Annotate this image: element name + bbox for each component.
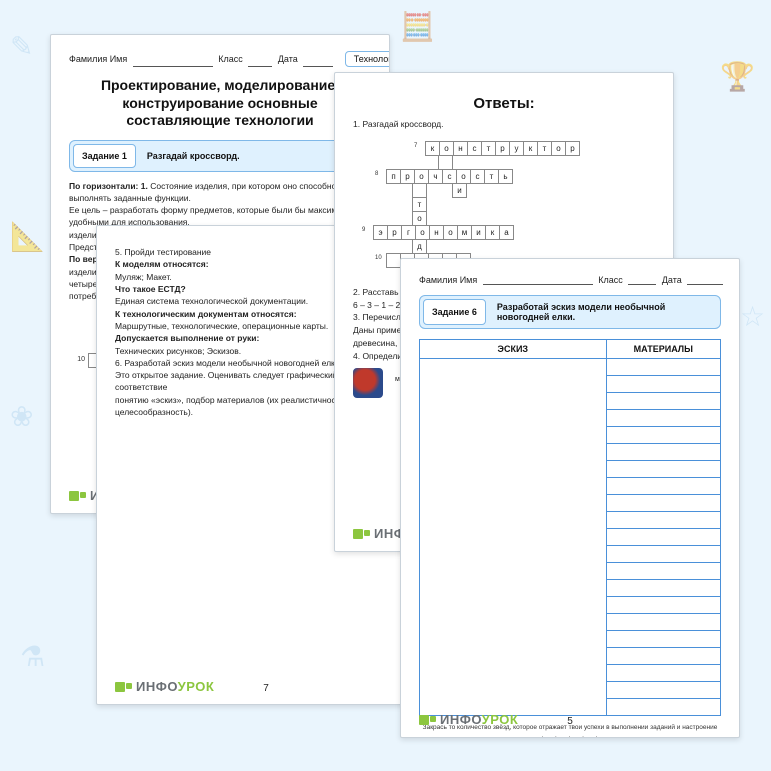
worksheet-page-task6: Фамилия Имя Класс Дата Задание 6 Разрабо… [400,258,740,738]
sketch-table: ЭСКИЗ МАТЕРИАЛЫ [419,339,721,716]
class-label: Класс [598,275,623,285]
date-label: Дата [662,275,682,285]
task-bar: Задание 6 Разработай эскиз модели необыч… [419,295,721,329]
date-blank [303,66,333,67]
date-blank [687,284,723,285]
rating-stars: ☁☆☆☆☆☆☁ [419,733,721,738]
doodle: ⚗ [20,640,45,673]
class-blank [628,284,656,285]
name-label: Фамилия Имя [69,54,127,64]
col-header-materials: МАТЕРИАЛЫ [606,340,720,359]
doodle: 🧮 [400,10,435,43]
col-header-sketch: ЭСКИЗ [420,340,607,359]
task-line: 1. Разгадай кроссворд. [353,118,655,131]
answers-title: Ответы: [353,95,655,112]
task-badge: Задание 6 [423,299,486,325]
header-line: Фамилия Имя Класс Дата [419,275,721,285]
logo: ИНФОУРОК [419,712,518,727]
page-number: 7 [263,683,269,694]
class-label: Класс [218,54,243,64]
doodle: ☆ [740,300,765,333]
subject-tag: Технология [345,51,390,67]
cloud-icon: ☁ [515,733,530,738]
doodle: 📐 [10,220,45,253]
task-bar: Задание 1 Разгадай кроссворд. [69,140,371,172]
cloud-icon: ☁ [610,733,625,738]
date-label: Дата [278,54,298,64]
task-badge: Задание 1 [73,144,136,168]
logo: ИНФОУРОК [115,679,214,694]
task-text: Разработай эскиз модели необычной нового… [489,296,720,328]
doodle: ❀ [10,400,33,433]
name-label: Фамилия Имя [419,275,477,285]
doodle: ✎ [10,30,33,63]
doodle: 🏆 [720,60,755,93]
name-blank [483,284,593,285]
page-number: 5 [567,716,573,727]
name-blank [133,66,213,67]
row-number: 10 [73,356,88,363]
class-blank [248,66,272,67]
page-title: Проектирование, моделирование, конструир… [69,77,371,130]
header-line: Фамилия Имя Класс Дата Технология [69,51,371,67]
